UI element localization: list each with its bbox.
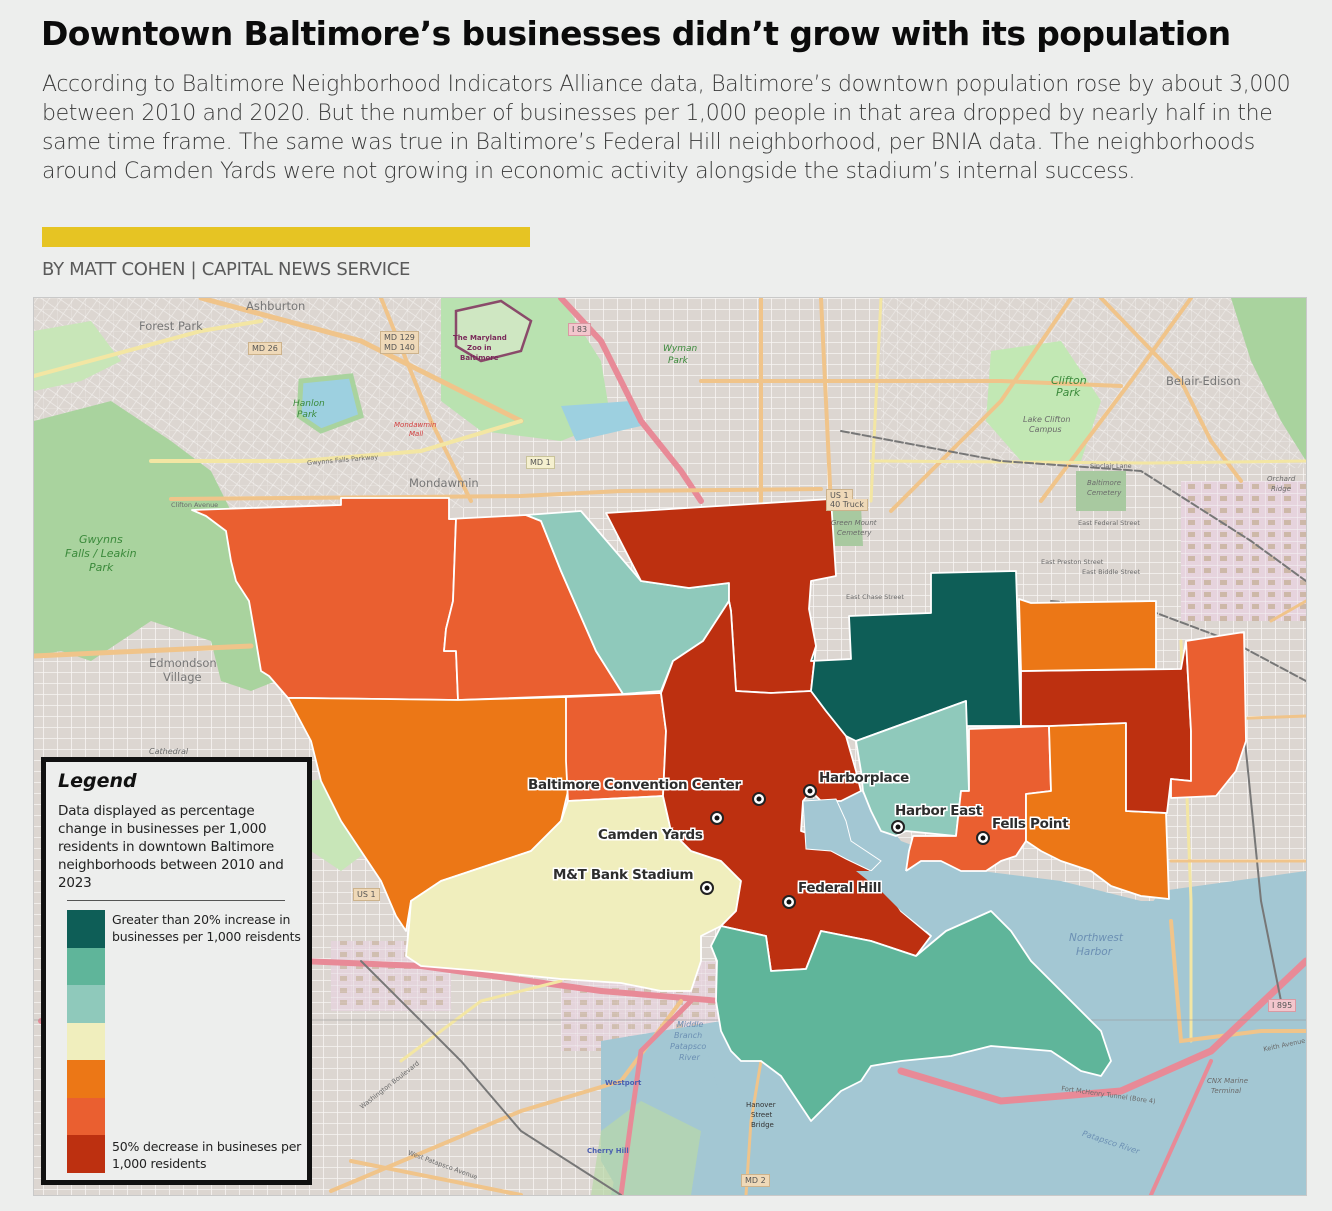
landmark-marker-mt-bank-stadium[interactable]	[700, 881, 714, 895]
street-label: East Preston Street	[1041, 558, 1104, 566]
landmark-label-fells-point: Fells Point	[992, 816, 1069, 832]
place-label: Cemetery	[1087, 489, 1122, 497]
street-label: West Patapsco Avenue	[406, 1148, 479, 1182]
landmark-marker-convention-center[interactable]	[752, 792, 766, 806]
landmark-marker-camden-yards[interactable]	[710, 811, 724, 825]
park-label: Park	[1056, 386, 1081, 399]
route-shield: MD 26	[248, 342, 282, 355]
place-label: Hanover	[746, 1101, 776, 1109]
park-label: Park	[668, 356, 688, 366]
route-shield: US 1	[826, 489, 853, 501]
landmark-marker-harbor-east[interactable]	[891, 820, 905, 834]
landmark-marker-harborplace[interactable]	[803, 784, 817, 798]
legend-swatch-class-2	[67, 947, 105, 985]
place-label: Green Mount	[831, 519, 877, 527]
street-label: Washington Boulevard	[358, 1059, 421, 1111]
accent-bar	[42, 227, 530, 247]
route-shield: US 1	[353, 888, 380, 901]
page-title: Downtown Baltimore’s businesses didn’t g…	[41, 14, 1231, 53]
landmark-label-camden-yards: Camden Yards	[598, 827, 703, 843]
place-label: Ridge	[1271, 485, 1292, 493]
route-shield: MD 1	[526, 456, 555, 469]
route-shield: MD 140	[380, 342, 419, 354]
place-label: Cherry Hill	[587, 1147, 629, 1155]
legend-swatch-class-6	[67, 1097, 105, 1135]
park-label: Falls / Leakin	[65, 547, 137, 560]
park-label: Clifton	[1051, 374, 1087, 387]
place-label: Edmondson	[149, 656, 217, 670]
legend-top-label: Greater than 20% increase in businesses …	[112, 912, 301, 944]
legend-swatch-high-increase	[67, 910, 105, 948]
street-label: Gwynns Falls Parkway	[306, 452, 379, 468]
street-label: Fort McHenry Tunnel (Bore 4)	[1060, 1084, 1157, 1106]
place-label: Orchard	[1267, 475, 1296, 483]
landmark-label-federal-hill: Federal Hill	[798, 880, 882, 896]
park-label: Park	[89, 561, 114, 574]
landmark-marker-fells-point[interactable]	[976, 831, 990, 845]
base-map-labels: Ashburton Forest Park Mondawmin Edmondso…	[34, 298, 1307, 1195]
landmark-marker-federal-hill[interactable]	[782, 895, 796, 909]
intro-paragraph: According to Baltimore Neighborhood Indi…	[42, 72, 1291, 184]
place-label: Ashburton	[246, 299, 306, 313]
park-label: Wyman	[663, 344, 698, 354]
street-label: East Federal Street	[1078, 519, 1140, 527]
legend-description: Data displayed as percentage change in b…	[58, 803, 284, 891]
street-label: East Biddle Street	[1082, 568, 1141, 576]
place-label: Cemetery	[837, 529, 872, 537]
place-label: Cathedral	[149, 747, 189, 756]
place-label: CNX Marine	[1207, 1077, 1249, 1085]
street-label: Clifton Avenue	[171, 501, 219, 509]
route-shield: MD 129	[380, 331, 419, 343]
place-label: Baltimore	[1087, 479, 1122, 487]
street-label: Sinclair Lane	[1090, 462, 1132, 470]
legend-bottom-label: 50% decrease in busineses per 1,000 resi…	[112, 1139, 302, 1171]
place-label: Bridge	[751, 1121, 774, 1129]
park-label: Hanlon	[293, 399, 325, 409]
landmark-label-convention-center: Baltimore Convention Center	[528, 777, 741, 793]
water-label: Middle	[677, 1020, 704, 1029]
place-label: Village	[163, 670, 202, 684]
route-shield: MD 2	[741, 1174, 770, 1187]
map-legend: Legend Data displayed as percentage chan…	[41, 757, 312, 1185]
landmark-label-mt-bank-stadium: M&T Bank Stadium	[553, 867, 694, 883]
place-label: Campus	[1029, 425, 1062, 434]
legend-title: Legend	[58, 770, 137, 792]
legend-swatch-class-3	[67, 985, 105, 1023]
park-label: Gwynns	[79, 533, 123, 546]
water-label: Northwest	[1069, 932, 1124, 944]
route-shield: I 83	[568, 323, 592, 336]
water-label: Patapsco River	[1081, 1129, 1141, 1156]
street-label: East Chase Street	[846, 593, 904, 601]
place-label: Street	[751, 1111, 773, 1119]
water-label: Patapsco	[670, 1042, 707, 1051]
zoo-label: The Maryland	[453, 334, 507, 342]
place-label: Lake Clifton	[1023, 415, 1071, 424]
water-label: Harbor	[1076, 946, 1113, 958]
legend-swatch-class-4	[67, 1022, 105, 1060]
zoo-label: Zoo in	[467, 344, 492, 352]
landmark-label-harborplace: Harborplace	[819, 770, 909, 786]
water-label: River	[679, 1053, 700, 1062]
place-label: Westport	[605, 1079, 642, 1087]
street-label: Keith Avenue	[1262, 1036, 1307, 1054]
zoo-label: Baltimore	[460, 354, 499, 362]
park-label: Park	[297, 410, 317, 420]
landmark-label-harbor-east: Harbor East	[895, 803, 982, 819]
byline: BY MATT COHEN | CAPITAL NEWS SERVICE	[42, 259, 411, 280]
mall-label: Mall	[409, 430, 424, 438]
route-shield: 40 Truck	[826, 499, 868, 511]
mall-label: Mondawmin	[394, 421, 437, 429]
water-label: Branch	[674, 1031, 703, 1040]
legend-divider	[67, 900, 285, 901]
place-label: Terminal	[1211, 1087, 1242, 1095]
legend-swatch-class-5	[67, 1060, 105, 1098]
place-label: Belair-Edison	[1166, 374, 1241, 388]
place-label: Mondawmin	[409, 476, 479, 490]
legend-swatch-high-decrease	[67, 1135, 105, 1173]
place-label: Forest Park	[139, 319, 203, 333]
route-shield: I 895	[1268, 999, 1297, 1012]
